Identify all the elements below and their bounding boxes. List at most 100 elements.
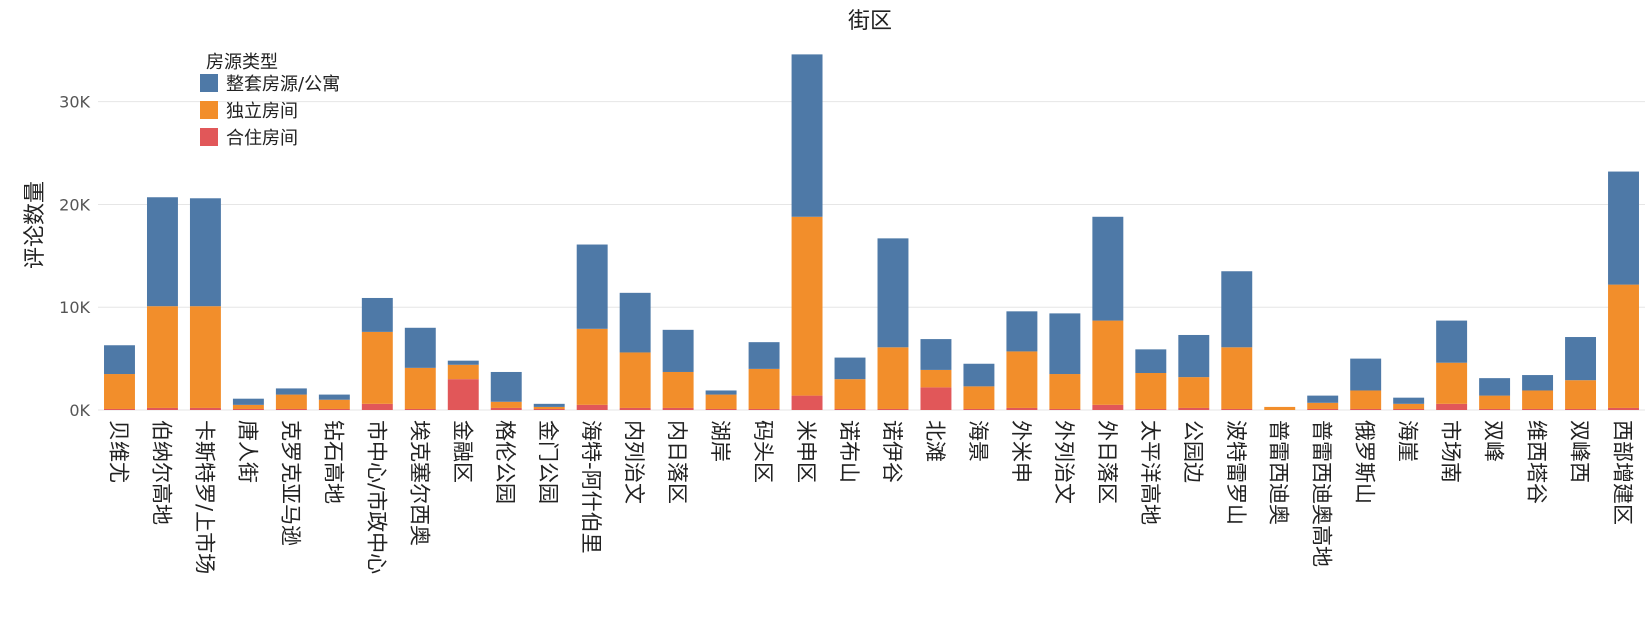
bar-segment — [748, 368, 780, 409]
y-tick-label: 20K — [59, 195, 90, 214]
y-tick-labels: 0K 10K 20K 30K — [59, 93, 90, 420]
bar-segment — [1307, 408, 1339, 410]
x-category-label: 北滩 — [923, 420, 947, 462]
bar-segment — [232, 404, 264, 409]
bar-segment — [1049, 313, 1081, 375]
x-category-label: 普雷西迪奥高地 — [1310, 420, 1334, 567]
x-category-label: 湖岸 — [708, 420, 732, 462]
bar-segment — [1522, 408, 1554, 410]
bar-segment — [920, 387, 952, 410]
bar-segment — [447, 360, 479, 365]
bar-segment — [1178, 334, 1210, 378]
bar-segment — [189, 306, 221, 408]
bar-segment — [662, 329, 694, 372]
bar-segment — [1092, 320, 1124, 405]
bar-segment — [1307, 402, 1339, 409]
bar-segment — [1178, 407, 1210, 410]
bar-segment — [490, 401, 522, 408]
bar-segment — [146, 306, 178, 408]
chart-title: 街区 — [848, 9, 892, 34]
bar-segment — [1221, 408, 1253, 410]
bar-segment — [1565, 408, 1597, 410]
bar-segment — [447, 379, 479, 410]
x-category-label: 伯纳尔高地 — [149, 420, 173, 525]
bar-segment — [1135, 408, 1167, 410]
bar-segment — [1006, 407, 1038, 410]
bar-segment — [1350, 408, 1382, 410]
bar-segment — [361, 403, 393, 410]
bar-segment — [275, 408, 307, 410]
x-category-label: 太平洋高地 — [1138, 420, 1162, 525]
x-category-label: 海崖 — [1396, 420, 1420, 462]
x-category-label: 公园边 — [1181, 420, 1205, 483]
bar-segment — [1565, 337, 1597, 381]
bar-segment — [705, 394, 737, 409]
bar-segment — [576, 328, 608, 405]
bar-segment — [1522, 375, 1554, 391]
x-category-label: 普雷西迪奥 — [1267, 420, 1291, 525]
bar-segment — [361, 297, 393, 332]
bar-segment — [533, 403, 565, 407]
x-category-label: 波特雷罗山 — [1224, 420, 1248, 525]
x-category-label: 市场南 — [1439, 420, 1463, 483]
bar-segment — [1006, 351, 1038, 408]
y-tick-label: 30K — [59, 93, 90, 112]
bar-segment — [318, 399, 350, 409]
bar-segment — [619, 352, 651, 408]
bar-segment — [791, 395, 823, 410]
bar-segment — [1135, 373, 1167, 409]
bar-segment — [1307, 395, 1339, 403]
bar-segment — [619, 407, 651, 410]
bar-segment — [920, 369, 952, 388]
bar-segment — [877, 238, 909, 348]
bar-segment — [1092, 404, 1124, 410]
bar-segment — [1436, 403, 1468, 410]
bar-segment — [791, 54, 823, 217]
x-category-label: 双峰西 — [1568, 420, 1592, 483]
bar-segment — [963, 363, 995, 387]
category-labels: 贝维尤 伯纳尔高地 卡斯特罗/上市场 唐人街 克罗克亚马逊 钻石高地 市中心/市政中心 埃克塞… — [106, 420, 1634, 574]
legend-swatch — [200, 128, 218, 146]
bar-segment — [447, 364, 479, 380]
bar-segment — [1608, 171, 1639, 285]
bar-segment — [662, 407, 694, 410]
bar-segment — [1049, 408, 1081, 410]
bar-segment — [404, 327, 436, 368]
x-category-label: 钻石高地 — [321, 420, 345, 504]
legend-label: 独立房间 — [226, 101, 298, 122]
bar-segment — [1608, 284, 1639, 408]
bar-segment — [404, 408, 436, 410]
bar-segment — [1006, 311, 1038, 352]
bar-segment — [146, 197, 178, 307]
legend-swatch — [200, 101, 218, 119]
x-category-label: 克罗克亚马逊 — [278, 420, 302, 546]
bar-segment — [705, 408, 737, 410]
bar-segment — [232, 408, 264, 410]
bar-segment — [1608, 407, 1639, 410]
bar-segment — [1264, 406, 1296, 410]
x-category-label: 海景 — [966, 420, 990, 462]
bar-segment — [1221, 271, 1253, 348]
x-category-label: 外列治文 — [1052, 420, 1076, 504]
bar-segment — [834, 357, 866, 380]
bar-segment — [662, 371, 694, 408]
x-category-label: 贝维尤 — [106, 420, 130, 483]
bar-segment — [1479, 408, 1511, 410]
bar-segment — [576, 244, 608, 329]
bar-segment — [1135, 349, 1167, 373]
grid-layer — [98, 101, 1645, 411]
bar-segment — [748, 342, 780, 369]
x-category-label: 海特-阿什伯里 — [579, 420, 603, 554]
legend-swatch — [200, 74, 218, 92]
bar-segment — [963, 408, 995, 410]
x-category-label: 外日落区 — [1095, 420, 1119, 504]
bar-segment — [1221, 347, 1253, 409]
bar-segment — [104, 345, 135, 375]
x-category-label: 市中心/市政中心 — [364, 420, 388, 574]
bar-segment — [1393, 403, 1425, 409]
bar-segment — [318, 394, 350, 400]
bar-segment — [920, 339, 952, 370]
